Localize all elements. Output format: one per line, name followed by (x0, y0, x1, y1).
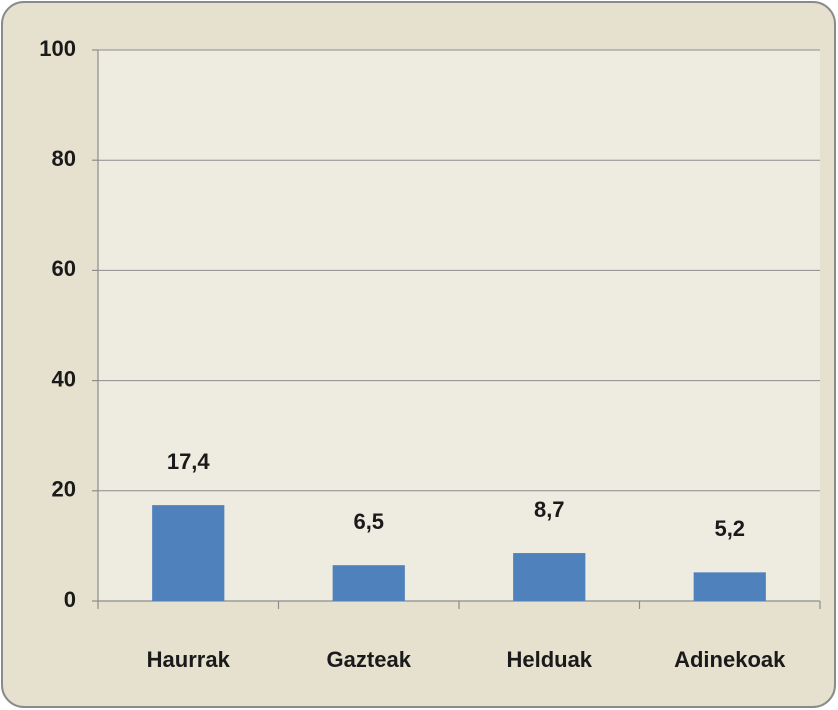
y-tick-label: 20 (52, 477, 76, 502)
bar (693, 572, 766, 601)
bar (513, 553, 586, 601)
bar (152, 505, 225, 601)
bar (332, 565, 405, 601)
y-tick-label: 60 (52, 256, 76, 281)
x-tick-label: Adinekoak (674, 647, 786, 672)
x-tick-label: Gazteak (327, 647, 412, 672)
value-label: 5,2 (714, 516, 745, 541)
y-tick-label: 0 (64, 587, 76, 612)
value-label: 6,5 (353, 509, 384, 534)
y-tick-label: 100 (39, 36, 76, 61)
y-tick-label: 40 (52, 366, 76, 391)
value-label: 8,7 (534, 497, 565, 522)
value-label: 17,4 (167, 449, 211, 474)
x-tick-label: Helduak (506, 647, 592, 672)
x-tick-label: Haurrak (147, 647, 231, 672)
y-tick-label: 80 (52, 146, 76, 171)
